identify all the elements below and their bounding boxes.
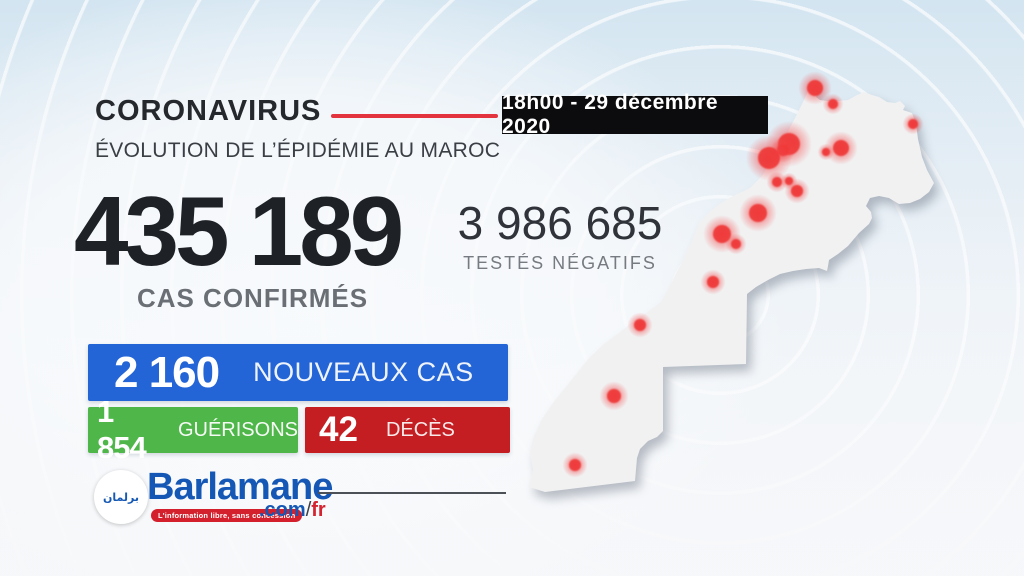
recoveries-value: 1 854 — [97, 394, 147, 465]
brand-name: Barlamane — [147, 466, 333, 508]
confirmed-cases-label: CAS CONFIRMÉS — [136, 283, 369, 313]
morocco-silhouette — [529, 82, 934, 492]
new-cases-badge: 2 160 NOUVEAUX CAS — [88, 344, 508, 401]
deaths-value: 42 — [319, 410, 358, 449]
deaths-label: DÉCÈS — [385, 418, 455, 441]
recoveries-badge: 1 854 GUÉRISONS — [88, 394, 298, 465]
brand-tagline: L'information libre, sans concession — [151, 509, 303, 522]
datetime-badge: 18h00 - 29 décembre 2020 — [502, 91, 768, 138]
new-cases-label: NOUVEAUX CAS — [253, 357, 474, 387]
page-subtitle: ÉVOLUTION DE L’ÉPIDÉMIE AU MAROC — [95, 139, 501, 162]
brand-domain-com: .com — [259, 499, 306, 521]
negative-tests-label: TESTÉS NÉGATIFS — [463, 253, 657, 273]
page-title: CORONAVIRUS — [95, 95, 322, 127]
brand-domain-separator: / — [305, 499, 312, 521]
barlamane-logo-icon: برلمان — [94, 470, 148, 524]
recoveries-label: GUÉRISONS — [177, 418, 298, 441]
brand-domain: .com/fr — [259, 499, 326, 522]
logo-arabic-text: برلمان — [103, 491, 139, 504]
confirmed-cases-value: 435 189 — [74, 176, 404, 286]
case-hotspot-dots — [562, 71, 924, 478]
signature-line — [318, 492, 506, 494]
title-rule — [331, 114, 498, 118]
new-cases-value: 2 160 — [114, 347, 220, 397]
negative-tests-value: 3 986 685 — [457, 197, 663, 249]
brand-domain-fr: fr — [311, 499, 326, 521]
deaths-badge: 42 DÉCÈS — [305, 407, 510, 453]
